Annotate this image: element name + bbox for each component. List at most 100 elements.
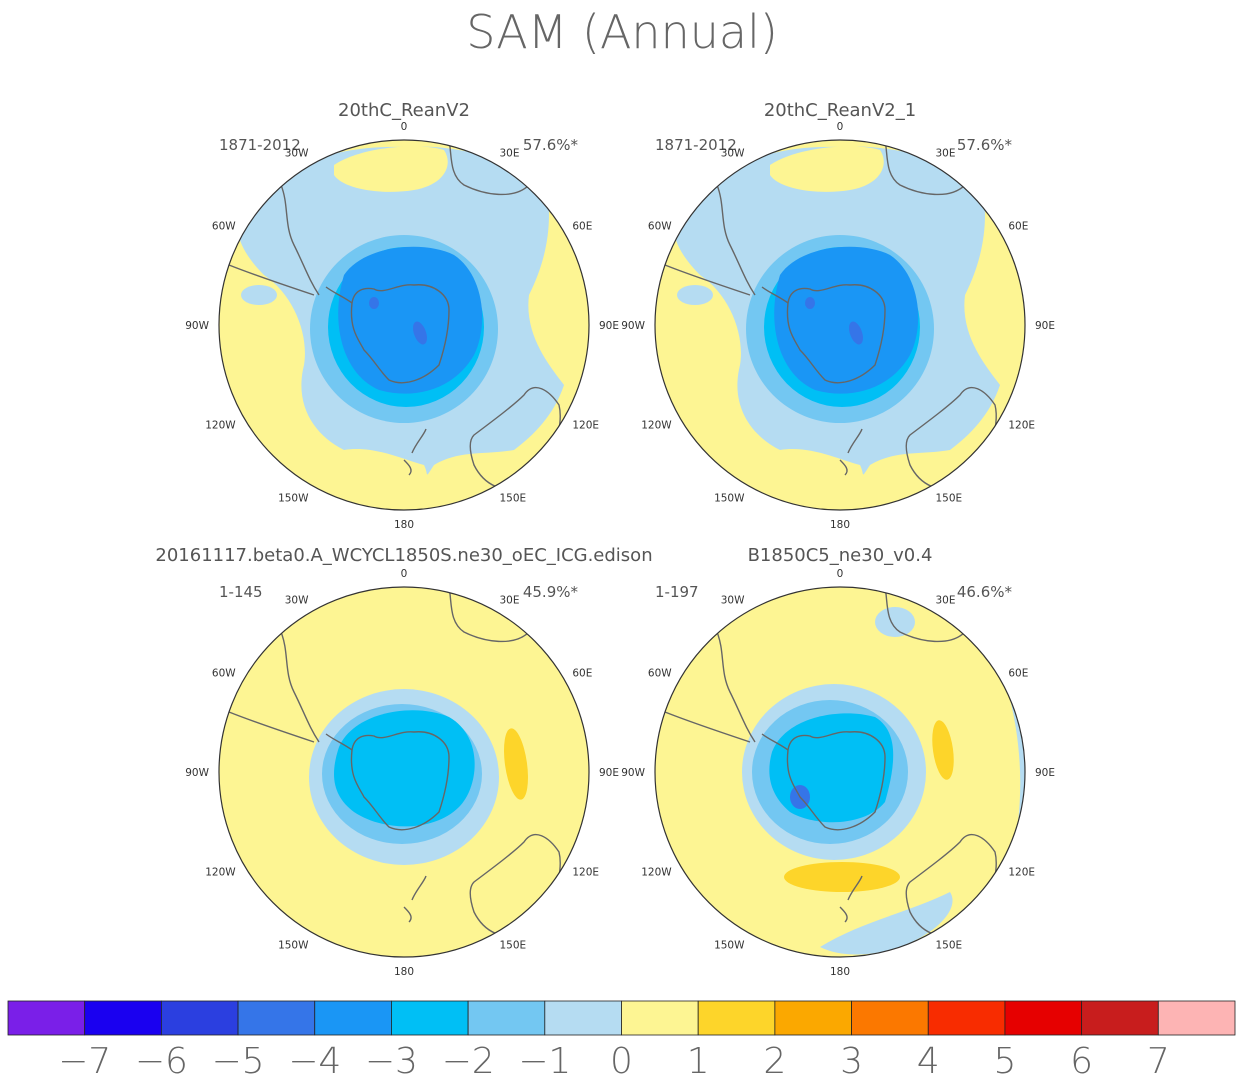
longitude-label: 150W — [278, 939, 309, 951]
colorbar-swatch — [621, 1000, 699, 1036]
longitude-label: 60W — [648, 668, 672, 680]
antarctica-coast — [786, 731, 886, 831]
colorbar-swatch — [467, 1000, 546, 1036]
longitude-label: 150E — [500, 492, 527, 504]
longitude-label: 60E — [1008, 221, 1028, 233]
longitude-label: 150W — [714, 939, 745, 951]
longitude-label: 150E — [500, 939, 527, 951]
longitude-label: 60W — [648, 221, 672, 233]
longitude-label: 90E — [1035, 767, 1055, 779]
contour-minus-5-b — [369, 297, 379, 309]
colorbar-label: 7 — [1147, 1041, 1170, 1082]
longitude-label: 90E — [599, 320, 619, 332]
panel-title: 20thC_ReanV2 — [338, 100, 470, 121]
colorbar-label: −5 — [212, 1041, 265, 1082]
contour-plus-1 — [504, 728, 528, 800]
colorbar-label: 1 — [687, 1041, 710, 1082]
contour-plus-0 — [770, 146, 884, 192]
longitude-label: 30E — [500, 595, 520, 607]
longitude-label: 90E — [599, 767, 619, 779]
map-panel: 20161117.beta0.A_WCYCL1850S.ne30_oEC_ICG… — [155, 545, 652, 978]
longitude-label: 120W — [641, 420, 672, 432]
panel-period: 1-145 — [219, 583, 263, 601]
map-frame — [218, 586, 590, 958]
longitude-label: 0 — [401, 121, 408, 133]
new-zealand-coast — [839, 875, 863, 923]
longitude-label: 120E — [1008, 420, 1035, 432]
south-america-west-coast — [228, 264, 315, 296]
longitude-label: 30W — [285, 595, 309, 607]
longitude-label: 180 — [394, 519, 414, 531]
colorbar-swatch — [851, 1000, 929, 1036]
colorbar-label: −4 — [288, 1041, 341, 1082]
south-america-west-coast — [664, 264, 751, 296]
panel-period: 1871-2012 — [219, 136, 301, 154]
colorbar-swatch — [544, 1000, 622, 1036]
south-america-coast — [716, 184, 756, 296]
longitude-label: 30W — [721, 595, 745, 607]
new-zealand-coast — [403, 428, 427, 476]
longitude-label: 30W — [285, 148, 309, 160]
colorbar-label: −3 — [365, 1041, 418, 1082]
colorbar-label: −2 — [442, 1041, 495, 1082]
contour-minus-1-north — [875, 607, 915, 637]
antarctica-coast — [350, 731, 450, 831]
longitude-label: 60W — [212, 221, 236, 233]
colorbar-swatch — [697, 1000, 776, 1036]
map-frame — [218, 139, 590, 511]
longitude-label: 0 — [837, 568, 844, 580]
map-panel: 20thC_ReanV2_1 1871-2012 57.6%* 0 30E 60E 90E 1… — [621, 100, 1055, 531]
colorbar-swatch — [391, 1000, 469, 1036]
colorbar-label: −6 — [135, 1041, 188, 1082]
colorbar-label: 5 — [993, 1041, 1016, 1082]
longitude-label: 120W — [205, 420, 236, 432]
peninsula-coast — [325, 286, 353, 304]
map-panel: 20thC_ReanV2 1871-2012 57.6%* 0 30E 60E 90E 120… — [185, 100, 619, 531]
panel-title: 20thC_ReanV2_1 — [764, 100, 916, 121]
longitude-label: 180 — [830, 966, 850, 978]
colorbar-swatch — [160, 1000, 239, 1036]
polar-map: 0 30E 60E 90E 120E 150E 180 150W 120W 90W 60W 30W — [621, 568, 1055, 978]
panel-title: 20161117.beta0.A_WCYCL1850S.ne30_oEC_ICG… — [155, 545, 652, 566]
contour-minus-1-south — [820, 892, 953, 955]
longitude-label: 60W — [212, 668, 236, 680]
colorbar-swatch — [1081, 1000, 1159, 1036]
longitude-label: 0 — [837, 121, 844, 133]
polar-map: 0 30E 60E 90E 120E 150E 180 150W 120W 90W 60W 30W — [185, 121, 619, 531]
new-zealand-coast — [403, 875, 427, 923]
longitude-label: 90E — [1035, 320, 1055, 332]
antarctica-coast — [350, 284, 450, 384]
figure-title: SAM (Annual) — [466, 5, 778, 59]
colorbar-label: 4 — [917, 1041, 940, 1082]
longitude-label: 120E — [1008, 867, 1035, 879]
longitude-label: 120W — [641, 867, 672, 879]
longitude-label: 90W — [185, 767, 209, 779]
longitude-label: 30E — [500, 148, 520, 160]
new-zealand-coast — [839, 428, 863, 476]
longitude-label: 120E — [572, 867, 599, 879]
longitude-label: 120E — [572, 420, 599, 432]
map-panel: B1850C5_ne30_v0.4 1-197 46.6%* 0 30E 60E 90E 12… — [621, 545, 1055, 978]
contour-field — [655, 140, 1025, 510]
map-frame — [654, 139, 1026, 511]
contour-minus-4 — [774, 246, 919, 394]
colorbar-label: 0 — [610, 1041, 633, 1082]
colorbar-label: 6 — [1070, 1041, 1093, 1082]
longitude-label: 150E — [936, 939, 963, 951]
peninsula-coast — [761, 733, 789, 751]
longitude-label: 60E — [572, 221, 592, 233]
contour-minus-5 — [413, 321, 427, 345]
longitude-label: 180 — [394, 966, 414, 978]
peninsula-coast — [761, 286, 789, 304]
antarctica-coast — [786, 284, 886, 384]
contour-field — [219, 587, 589, 957]
colorbar: −7 −6 −5 −4 −3 −2 −1 0 1 2 3 4 5 6 7 — [7, 1000, 1236, 1082]
panel-title: B1850C5_ne30_v0.4 — [748, 545, 933, 566]
south-america-west-coast — [228, 711, 315, 743]
contour-minus-1-patch — [241, 285, 277, 305]
map-frame — [654, 586, 1026, 958]
longitude-label: 120W — [205, 867, 236, 879]
colorbar-swatch — [927, 1000, 1006, 1036]
longitude-label: 180 — [830, 519, 850, 531]
contour-plus-0 — [334, 146, 448, 192]
